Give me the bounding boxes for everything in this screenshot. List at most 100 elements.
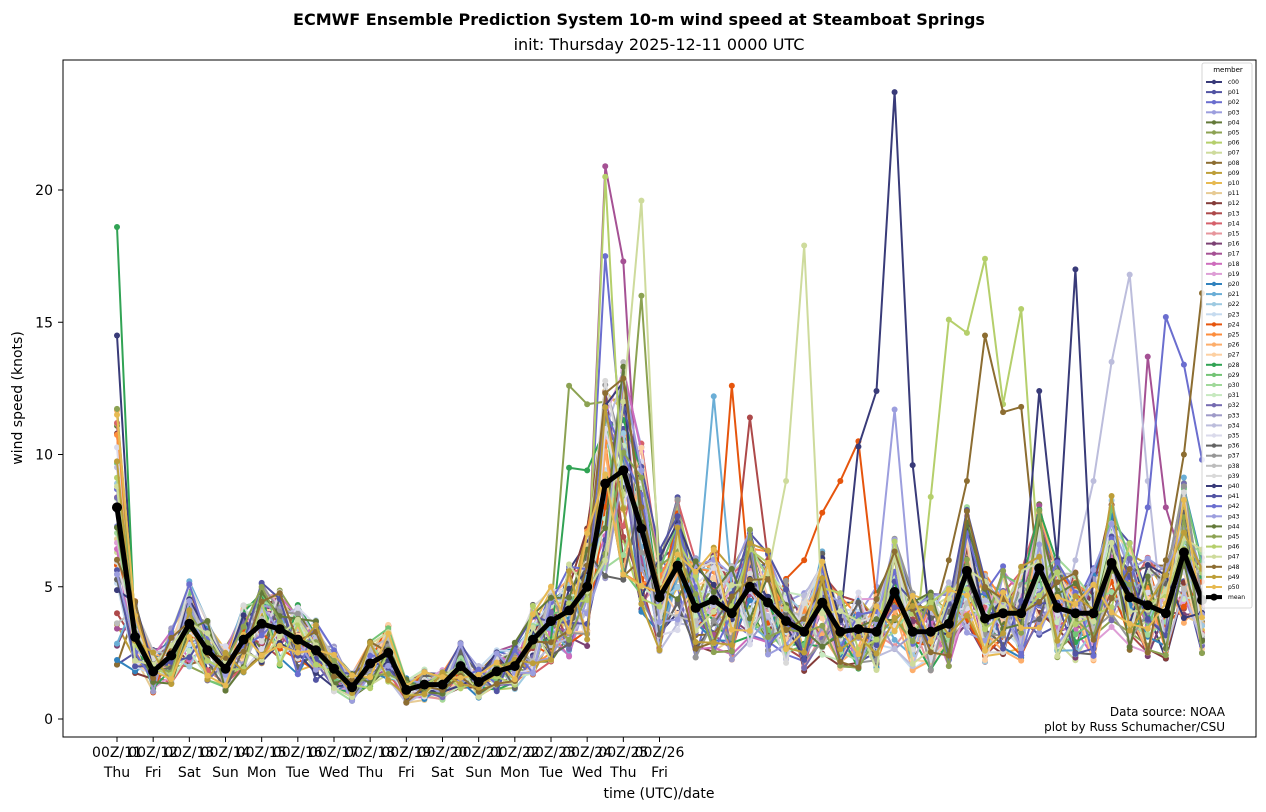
mean-point — [1034, 563, 1045, 574]
member-point-p49 — [1108, 492, 1115, 499]
legend-label: p31 — [1228, 392, 1240, 399]
legend-swatch-marker — [1211, 120, 1217, 125]
mean-point — [889, 587, 900, 598]
legend-item-p34: p34 — [1206, 422, 1240, 429]
member-point-p43 — [186, 598, 193, 605]
member-point-p44 — [728, 565, 735, 572]
member-point-p43 — [1108, 520, 1115, 527]
member-point-p48 — [276, 590, 283, 597]
member-point-p50 — [439, 674, 446, 681]
member-point-p45 — [258, 583, 265, 590]
mean-point — [509, 661, 520, 672]
mean-point — [654, 592, 665, 603]
legend-item-p13: p13 — [1206, 210, 1240, 217]
member-point-p34 — [945, 579, 952, 586]
legend-item-p45: p45 — [1206, 534, 1240, 541]
member-point-p44 — [746, 615, 753, 622]
member-point-p47 — [1108, 539, 1115, 546]
member-point-p47 — [566, 561, 573, 568]
member-point-p43 — [1090, 566, 1097, 573]
x-tick-label-day: Tue — [285, 765, 310, 781]
mean-point — [1088, 608, 1099, 619]
member-point-p35 — [294, 604, 301, 611]
legend-label: p30 — [1228, 382, 1240, 389]
member-point-p40 — [240, 612, 247, 619]
member-point-p06 — [982, 255, 988, 262]
member-point-p02 — [602, 253, 609, 260]
member-point-p45 — [945, 663, 952, 670]
legend-label: p50 — [1228, 584, 1240, 591]
legend-item-p50: p50 — [1206, 584, 1240, 591]
member-point-p46 — [656, 603, 663, 610]
member-point-p45 — [276, 618, 283, 625]
member-point-p45 — [638, 474, 645, 481]
legend-swatch-marker — [1211, 554, 1217, 559]
legend-item-p17: p17 — [1206, 251, 1240, 258]
member-point-p50 — [331, 651, 337, 658]
member-point-p47 — [1090, 618, 1097, 625]
member-point-p49 — [186, 607, 193, 614]
member-point-p43 — [529, 669, 536, 676]
member-point-p46 — [529, 602, 536, 609]
member-point-p49 — [873, 650, 880, 657]
mean-point — [238, 634, 249, 645]
legend-swatch-marker — [1211, 564, 1217, 569]
member-point-p48 — [258, 598, 265, 605]
member-point-p49 — [1072, 593, 1079, 600]
credit-plot-author: plot by Russ Schumacher/CSU — [1044, 720, 1225, 734]
member-point-p08 — [1000, 409, 1007, 416]
legend-swatch-marker — [1211, 352, 1217, 357]
legend-swatch-marker — [1211, 463, 1217, 468]
member-point-p50 — [909, 592, 916, 599]
mean-point — [763, 597, 773, 608]
x-tick-label-day: Fri — [145, 765, 162, 781]
member-point-p49 — [439, 669, 446, 676]
member-point-p49 — [765, 547, 771, 554]
member-point-p13 — [114, 610, 120, 617]
member-point-p42 — [1162, 313, 1169, 320]
member-point-p17 — [1162, 504, 1169, 511]
member-point-p49 — [1018, 563, 1025, 570]
legend-item-p15: p15 — [1206, 231, 1240, 238]
member-point-p26 — [1180, 619, 1187, 626]
member-point-p17 — [1036, 502, 1043, 509]
member-point-p48 — [1144, 649, 1151, 656]
legend-item-p21: p21 — [1206, 291, 1240, 298]
member-point-p43 — [765, 651, 771, 658]
x-tick-label-time: 00Z/16 — [273, 745, 323, 761]
member-point-p49 — [819, 575, 826, 582]
member-point-p50 — [855, 651, 862, 658]
member-point-p49 — [566, 568, 573, 575]
member-point-p49 — [584, 636, 591, 643]
legend-item-p03: p03 — [1206, 109, 1240, 116]
member-point-p41 — [114, 567, 120, 574]
member-point-p38 — [1180, 585, 1187, 592]
legend-swatch-marker — [1211, 251, 1217, 256]
member-point-p35 — [855, 589, 862, 596]
member-point-p46 — [602, 173, 609, 180]
legend-label: p39 — [1228, 473, 1240, 480]
member-point-p48 — [548, 639, 554, 646]
member-point-p47 — [331, 684, 337, 691]
member-point-p37 — [982, 630, 988, 637]
member-point-p50 — [349, 672, 356, 679]
member-point-p49 — [548, 656, 554, 663]
x-tick-label-time: 00Z/18 — [345, 745, 395, 761]
legend-item-p10: p10 — [1206, 180, 1240, 187]
member-point-p49 — [620, 505, 627, 512]
member-point-p45 — [620, 449, 627, 456]
legend-label: p16 — [1228, 241, 1240, 248]
legend-item-p27: p27 — [1206, 352, 1240, 359]
member-point-p50 — [819, 558, 826, 565]
member-point-p05 — [638, 292, 645, 299]
legend-swatch-marker — [1211, 342, 1217, 347]
legend-swatch-marker — [1211, 312, 1217, 317]
member-point-p34 — [1108, 358, 1115, 365]
legend-swatch-marker — [1211, 483, 1217, 489]
member-point-p45 — [1199, 650, 1205, 657]
member-point-p48 — [692, 645, 699, 652]
member-point-p46 — [927, 599, 934, 606]
member-point-p47 — [602, 557, 609, 564]
member-point-p26 — [909, 667, 916, 674]
member-point-p48 — [837, 658, 844, 665]
